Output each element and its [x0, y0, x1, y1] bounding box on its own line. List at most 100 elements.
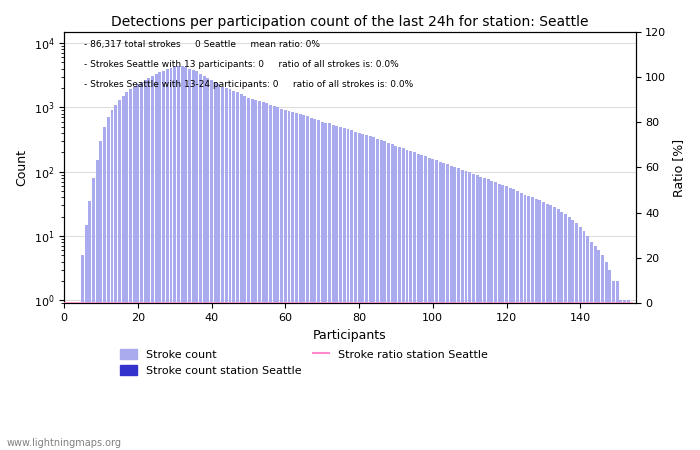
- Bar: [623, 301, 626, 450]
- Bar: [550, 205, 552, 450]
- Bar: [162, 71, 165, 450]
- Bar: [410, 151, 412, 450]
- Bar: [114, 104, 117, 450]
- Bar: [428, 158, 430, 450]
- Bar: [309, 117, 313, 450]
- Bar: [586, 236, 589, 450]
- Y-axis label: Count: Count: [15, 149, 28, 186]
- Bar: [594, 246, 596, 450]
- Bar: [206, 77, 209, 450]
- Bar: [465, 171, 468, 450]
- Bar: [454, 167, 456, 450]
- Bar: [251, 99, 253, 450]
- Bar: [402, 148, 405, 450]
- Bar: [265, 104, 268, 450]
- Bar: [446, 164, 449, 450]
- Bar: [461, 170, 464, 450]
- Bar: [225, 88, 228, 450]
- Bar: [199, 74, 202, 450]
- Bar: [210, 80, 213, 450]
- Legend: Stroke count, Stroke count station Seattle, Stroke ratio station Seattle: Stroke count, Stroke count station Seatt…: [116, 344, 492, 380]
- Bar: [535, 199, 538, 450]
- Bar: [556, 209, 559, 450]
- Bar: [299, 114, 302, 450]
- Bar: [218, 84, 220, 450]
- Bar: [244, 96, 246, 450]
- Bar: [317, 120, 320, 450]
- Bar: [103, 126, 106, 450]
- Bar: [125, 92, 128, 450]
- Bar: [568, 217, 570, 450]
- Bar: [553, 207, 556, 450]
- Bar: [173, 67, 176, 450]
- Bar: [516, 191, 519, 450]
- Bar: [416, 154, 419, 450]
- Bar: [247, 98, 250, 450]
- Bar: [155, 74, 158, 450]
- Bar: [81, 256, 84, 450]
- Bar: [111, 110, 113, 450]
- Bar: [472, 174, 475, 450]
- Bar: [564, 214, 567, 450]
- Bar: [395, 146, 398, 450]
- Bar: [450, 166, 453, 450]
- Bar: [169, 68, 172, 450]
- Bar: [435, 160, 438, 450]
- Bar: [542, 202, 545, 450]
- Bar: [188, 68, 191, 450]
- Bar: [457, 168, 460, 450]
- Bar: [527, 196, 530, 450]
- Bar: [524, 195, 526, 450]
- Bar: [616, 281, 619, 450]
- Bar: [192, 70, 195, 450]
- Bar: [85, 225, 88, 450]
- Bar: [520, 193, 523, 450]
- Bar: [181, 67, 183, 450]
- Bar: [140, 81, 143, 450]
- Bar: [232, 91, 235, 450]
- X-axis label: Participants: Participants: [313, 328, 386, 342]
- Bar: [339, 126, 342, 450]
- Bar: [166, 69, 169, 450]
- Bar: [177, 66, 180, 450]
- Bar: [195, 72, 198, 450]
- Bar: [295, 113, 298, 450]
- Bar: [236, 92, 239, 450]
- Bar: [129, 90, 132, 450]
- Bar: [439, 162, 442, 450]
- Bar: [501, 185, 504, 450]
- Bar: [494, 182, 497, 450]
- Bar: [545, 203, 549, 450]
- Bar: [391, 144, 393, 450]
- Bar: [144, 80, 147, 450]
- Bar: [384, 141, 386, 450]
- Bar: [605, 262, 608, 450]
- Bar: [354, 131, 357, 450]
- Bar: [431, 159, 434, 450]
- Bar: [358, 133, 360, 450]
- Bar: [509, 188, 512, 450]
- Bar: [350, 130, 354, 450]
- Bar: [475, 175, 479, 450]
- Bar: [254, 100, 258, 450]
- Bar: [505, 186, 508, 450]
- Bar: [597, 250, 600, 450]
- Bar: [288, 111, 290, 450]
- Bar: [343, 128, 346, 450]
- Text: - 86,317 total strokes     0 Seattle     mean ratio: 0%: - 86,317 total strokes 0 Seattle mean ra…: [84, 40, 320, 49]
- Bar: [291, 112, 294, 450]
- Bar: [420, 155, 424, 450]
- Bar: [361, 134, 364, 450]
- Text: - Strokes Seattle with 13-24 participants: 0     ratio of all strokes is: 0.0%: - Strokes Seattle with 13-24 participant…: [84, 81, 413, 90]
- Bar: [490, 181, 493, 450]
- Title: Detections per participation count of the last 24h for station: Seattle: Detections per participation count of th…: [111, 15, 589, 29]
- Bar: [314, 119, 316, 450]
- Bar: [258, 101, 261, 450]
- Bar: [486, 180, 489, 450]
- Bar: [122, 96, 125, 450]
- Bar: [133, 86, 136, 450]
- Bar: [148, 77, 150, 450]
- Bar: [571, 220, 575, 450]
- Bar: [324, 122, 328, 450]
- Bar: [262, 102, 265, 450]
